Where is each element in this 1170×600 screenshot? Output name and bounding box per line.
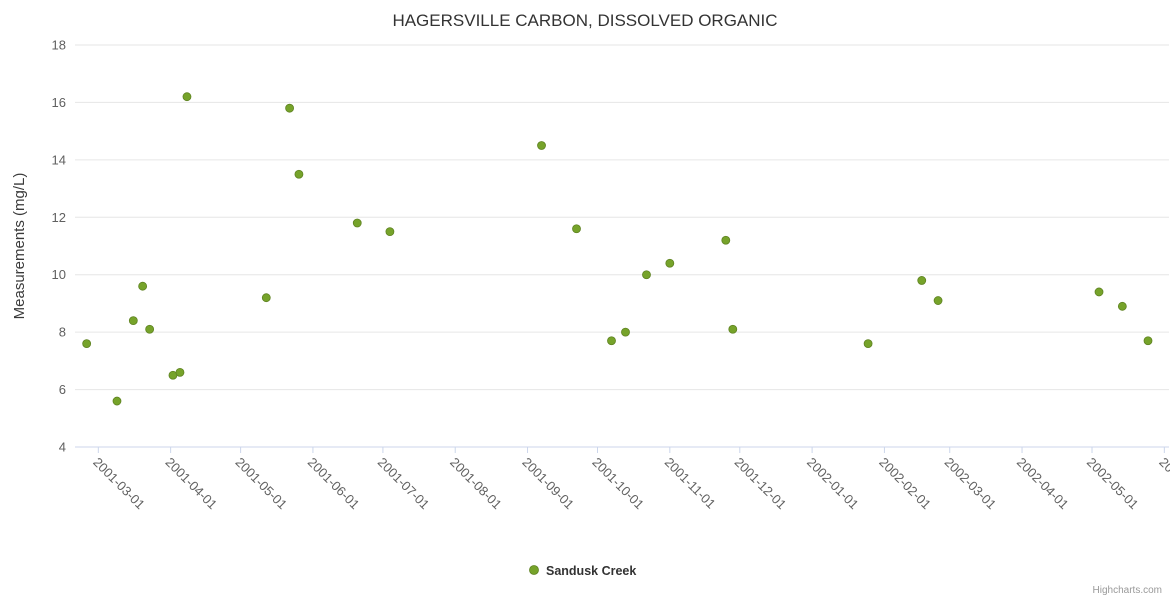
data-point[interactable] xyxy=(863,339,873,349)
data-point[interactable] xyxy=(352,218,362,228)
x-axis-label: 2001-04-01 xyxy=(163,455,221,513)
data-point[interactable] xyxy=(138,281,148,291)
yaxis-title: Measurements (mg/L) xyxy=(11,173,28,320)
x-axis-label: 2002-04-01 xyxy=(1014,455,1072,513)
credits-link[interactable]: Highcharts.com xyxy=(1093,585,1162,596)
data-points xyxy=(82,92,1153,406)
chart-title: HAGERSVILLE CARBON, DISSOLVED ORGANIC xyxy=(392,11,777,30)
data-point[interactable] xyxy=(537,141,546,150)
x-axis-label: 2001-06-01 xyxy=(305,455,363,513)
y-axis-label: 12 xyxy=(52,210,66,225)
gridlines xyxy=(75,44,1169,448)
data-point[interactable] xyxy=(933,296,943,305)
data-point[interactable] xyxy=(112,396,122,406)
data-point[interactable] xyxy=(572,224,581,234)
y-axis-label: 18 xyxy=(52,38,66,53)
data-point[interactable] xyxy=(385,227,395,237)
data-point[interactable] xyxy=(1143,336,1153,346)
x-axis-label: 2001-10-01 xyxy=(589,455,647,513)
x-axis-label: 2001-03-01 xyxy=(90,455,148,513)
x-axis-label: 2001-07-01 xyxy=(375,455,433,513)
data-point[interactable] xyxy=(721,235,731,245)
data-point[interactable] xyxy=(1117,301,1127,311)
data-point[interactable] xyxy=(642,270,651,280)
legend-marker-icon xyxy=(529,565,539,575)
legend-item-sandusk-creek[interactable]: Sandusk Creek xyxy=(529,564,637,578)
x-axis-label: 2002-01-01 xyxy=(804,455,862,513)
x-axis-label: 2002-06-01 xyxy=(1156,455,1170,513)
data-point[interactable] xyxy=(175,367,185,377)
data-point[interactable] xyxy=(128,316,138,326)
x-axis-label: 2001-08-01 xyxy=(447,455,505,513)
x-axis-label: 2001-05-01 xyxy=(232,455,290,513)
y-axis-label: 4 xyxy=(59,440,66,455)
y-axis-label: 6 xyxy=(59,382,66,397)
x-axis-label: 2001-11-01 xyxy=(662,455,719,512)
y-axis-label: 10 xyxy=(52,267,66,282)
data-point[interactable] xyxy=(665,258,675,268)
data-point[interactable] xyxy=(145,324,155,334)
y-axis-label: 16 xyxy=(52,95,66,110)
y-axis-label: 14 xyxy=(52,152,66,167)
data-point[interactable] xyxy=(285,103,295,113)
data-point[interactable] xyxy=(728,324,738,334)
data-point[interactable] xyxy=(182,92,192,102)
data-point[interactable] xyxy=(621,327,630,337)
x-axis-label: 2002-03-01 xyxy=(942,455,1000,513)
data-point[interactable] xyxy=(607,336,616,346)
x-axis-label: 2001-09-01 xyxy=(519,455,577,513)
data-point[interactable] xyxy=(917,276,927,285)
x-axis-label: 2002-05-01 xyxy=(1084,455,1142,513)
data-point[interactable] xyxy=(1094,287,1104,297)
data-point[interactable] xyxy=(82,339,92,349)
data-point[interactable] xyxy=(294,169,304,179)
legend-label[interactable]: Sandusk Creek xyxy=(546,564,636,578)
data-point[interactable] xyxy=(261,293,271,303)
x-axis-label: 2001-12-01 xyxy=(732,455,790,513)
x-axis-label: 2002-02-01 xyxy=(876,455,934,513)
y-axis-label: 8 xyxy=(59,325,66,340)
